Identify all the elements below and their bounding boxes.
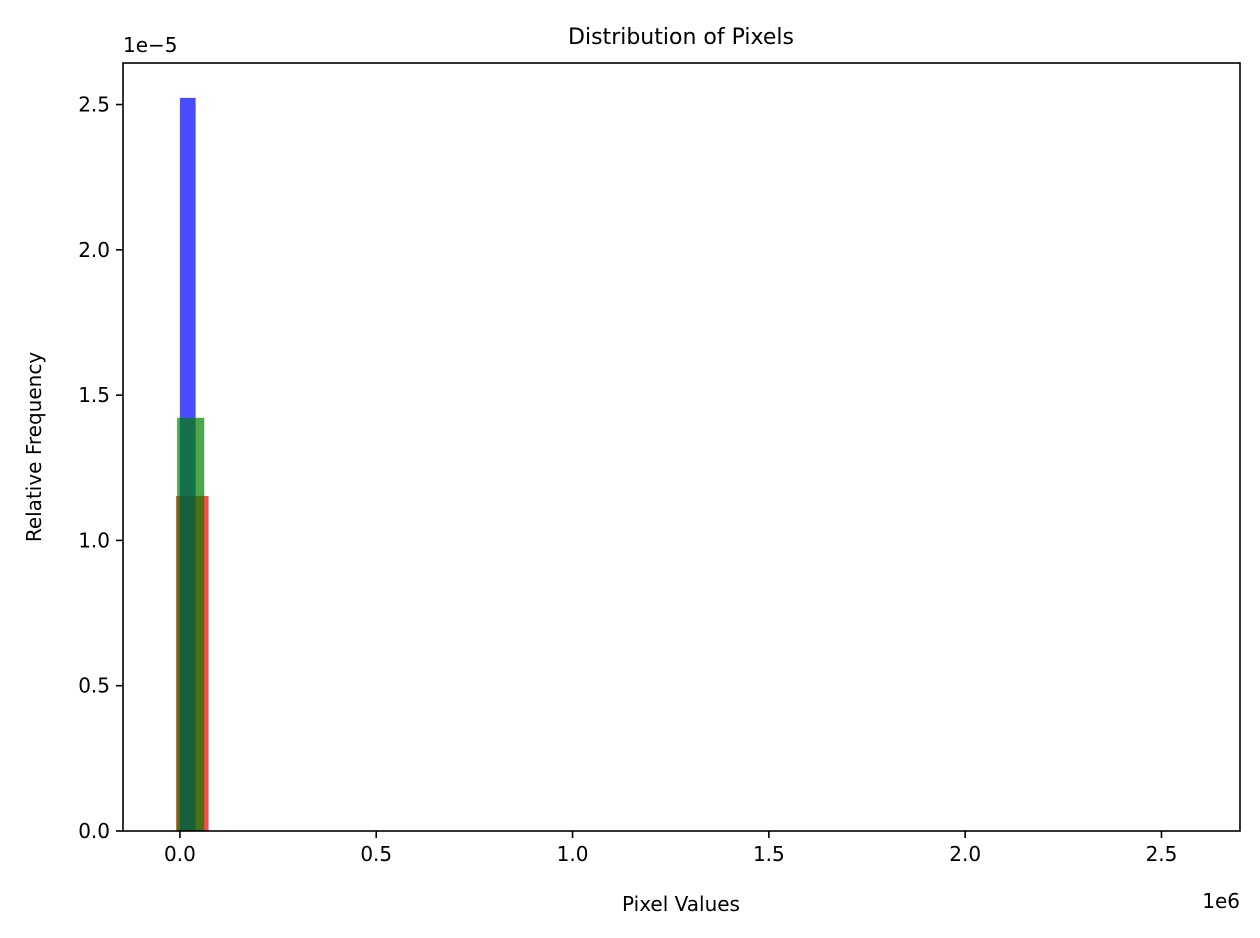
histogram-bar-series-3-bin-1 bbox=[177, 417, 205, 831]
y-axis-ticks: 0.0 0.5 1.0 1.5 2.0 2.5 bbox=[78, 93, 123, 843]
x-axis-label: Pixel Values bbox=[622, 892, 740, 916]
x-axis-offset-label: 1e6 bbox=[1202, 889, 1240, 913]
y-tick-label: 0.5 bbox=[78, 674, 110, 698]
histogram-bars bbox=[176, 97, 209, 832]
x-tick-label: 1.0 bbox=[557, 842, 589, 866]
x-tick-label: 1.5 bbox=[753, 842, 785, 866]
x-axis-ticks: 0.0 0.5 1.0 1.5 2.0 2.5 bbox=[164, 831, 1177, 866]
y-tick-label: 2.0 bbox=[78, 238, 110, 262]
y-axis-offset-label: 1e−5 bbox=[123, 33, 178, 57]
y-axis-label: Relative Frequency bbox=[22, 352, 46, 542]
x-tick-label: 2.0 bbox=[949, 842, 981, 866]
y-tick-label: 0.0 bbox=[78, 819, 110, 843]
x-tick-label: 0.0 bbox=[164, 842, 196, 866]
y-tick-label: 1.0 bbox=[78, 528, 110, 552]
x-tick-label: 0.5 bbox=[360, 842, 392, 866]
y-tick-label: 1.5 bbox=[78, 383, 110, 407]
chart-title: Distribution of Pixels bbox=[568, 25, 794, 50]
x-tick-label: 2.5 bbox=[1146, 842, 1178, 866]
plot-frame bbox=[122, 62, 1241, 832]
y-tick-label: 2.5 bbox=[78, 93, 110, 117]
